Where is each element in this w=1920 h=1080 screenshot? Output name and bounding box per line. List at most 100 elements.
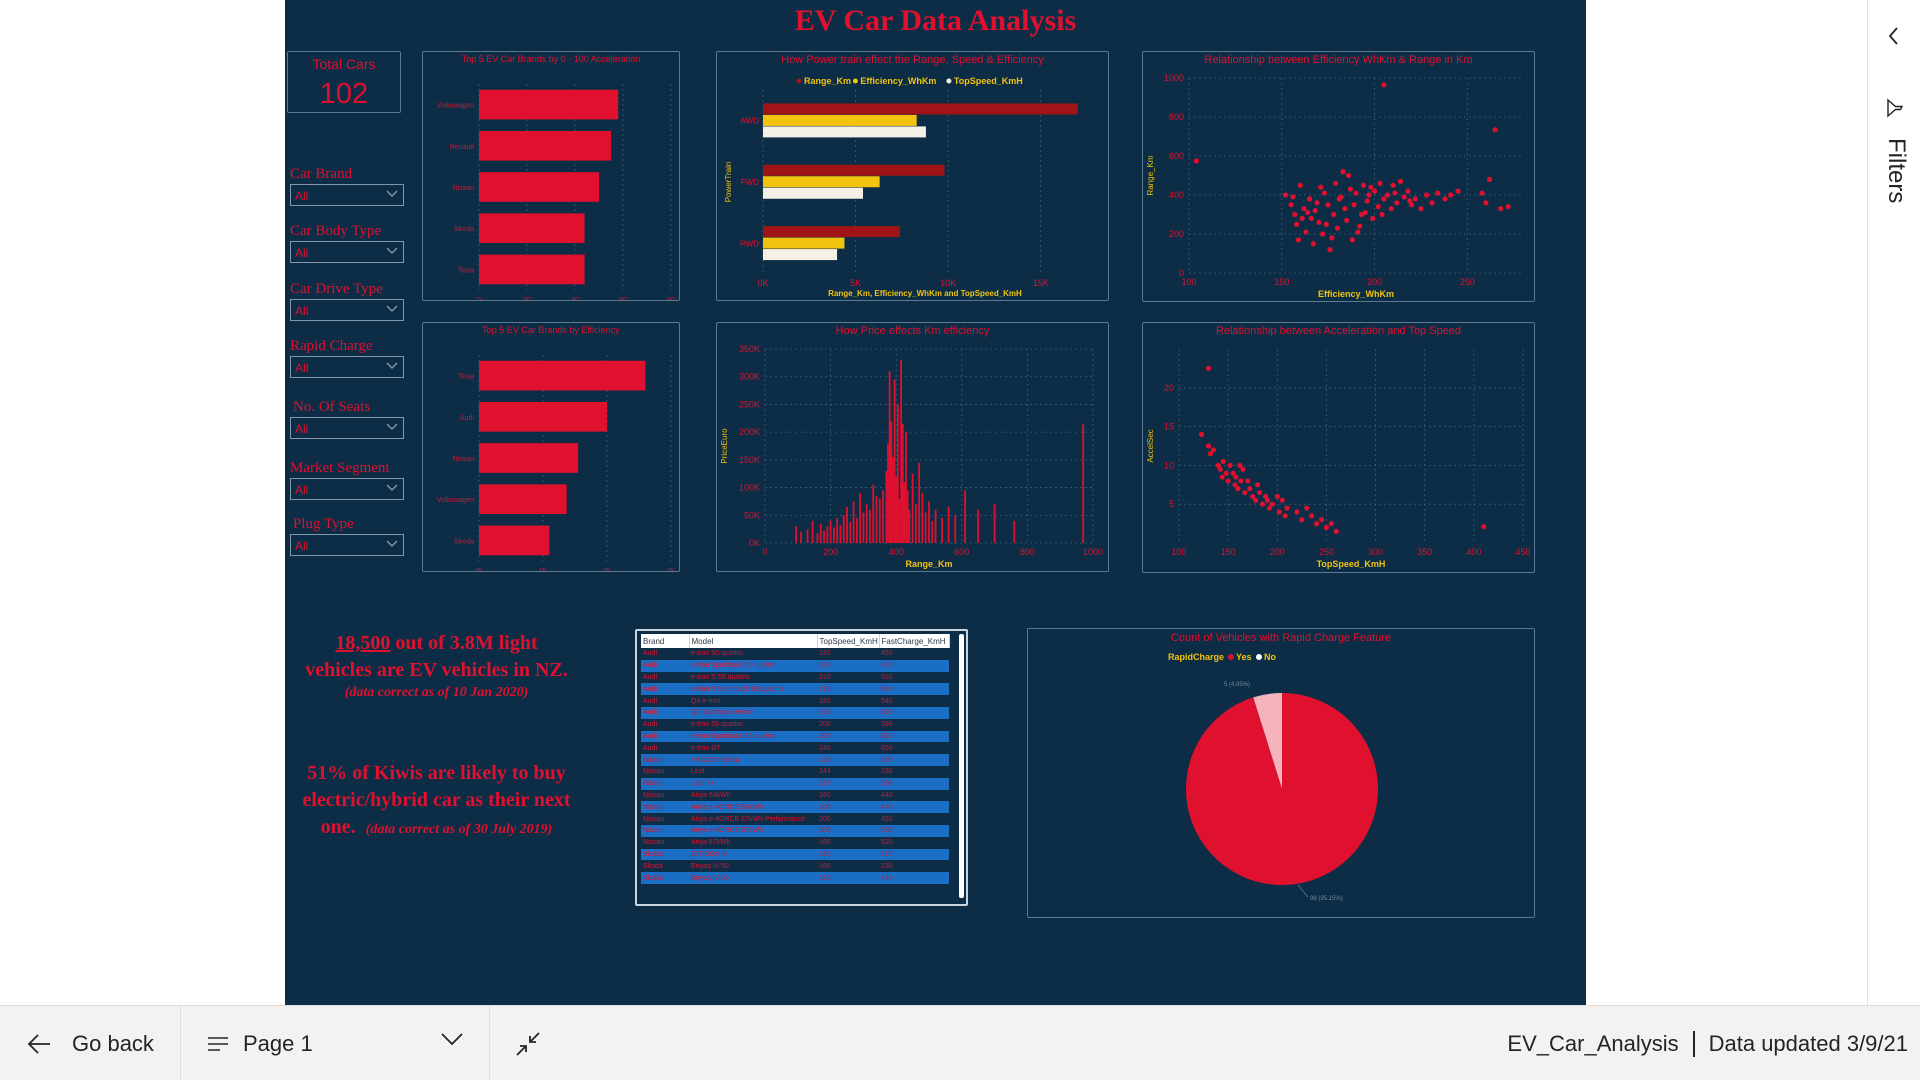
- table-scrollbar[interactable]: [959, 634, 964, 898]
- data-point: [1307, 196, 1313, 202]
- table-row[interactable]: Nissan Leaf 144 230: [641, 765, 949, 778]
- data-point: [1377, 180, 1383, 186]
- chevron-left-icon[interactable]: [1886, 26, 1902, 46]
- slicer-car-body-type[interactable]: Car Body Type All: [290, 223, 404, 263]
- table-row[interactable]: Skoda Enyaq iV 60 160 440: [641, 872, 949, 884]
- bar: [763, 226, 901, 238]
- table-row[interactable]: Nissan e-NV200 Evalia 123 190: [641, 754, 949, 766]
- data-point: [1305, 209, 1311, 216]
- bar: [479, 443, 579, 473]
- slicer-dropdown[interactable]: All: [290, 184, 404, 206]
- column-header[interactable]: TopSpeed_KmH: [817, 634, 880, 648]
- data-point: [1310, 241, 1316, 247]
- table-row[interactable]: Audi e-tron Sportback 55 quattro 200 610: [641, 730, 949, 743]
- text-one: one.: [320, 816, 356, 838]
- filters-pane[interactable]: Filters: [1867, 0, 1920, 1005]
- chart-powertrain: Range_Km Efficiency_WhKm TopSpeed_KmH 0K 5K 1…: [724, 76, 1078, 298]
- slicer-no-of-seats[interactable]: No. Of Seats All: [290, 399, 404, 439]
- column-header[interactable]: Model: [689, 634, 818, 648]
- table-cell: Ariya 63kWh: [689, 789, 817, 802]
- table-row[interactable]: Audi e-tron Sportback 50 quattro 190 470: [641, 659, 949, 672]
- highlight-number: 18,500: [335, 632, 391, 654]
- table-cell: Leaf: [689, 765, 817, 778]
- table-row[interactable]: Nissan Ariya e-4ORCE 87kWh Performance 200…: [641, 813, 949, 825]
- y-tick-label: 50K: [744, 510, 760, 520]
- slicer-rapid-charge[interactable]: Rapid Charge All: [290, 338, 404, 378]
- table-row[interactable]: Audi Q4 e-tron 180 540: [641, 695, 949, 707]
- chart-efficiency-panel[interactable]: Top 5 EV Car Brands by Efficiency 0K 1K 2K…: [422, 322, 680, 572]
- bar: [878, 498, 881, 543]
- table-row[interactable]: Nissan Ariya e-4ORCE 87kWh 200 500: [641, 824, 949, 837]
- column-header[interactable]: FastCharge_KmH: [879, 634, 950, 648]
- filters-label[interactable]: Filters: [1883, 138, 1910, 204]
- chart-price-panel[interactable]: How Price effects Km efficiency 0 200 400 6…: [716, 322, 1109, 572]
- table-row[interactable]: Audi e-tron 55 quattro 200 590: [641, 718, 949, 731]
- bar: [903, 482, 906, 543]
- table-row[interactable]: Audi e-tron S 55 quattro 210 510: [641, 671, 949, 684]
- chevron-down-icon: [386, 484, 398, 491]
- slicer-plug-type[interactable]: Plug Type All: [290, 516, 404, 556]
- table-cell: Audi: [641, 659, 689, 672]
- table-cell: Audi: [641, 671, 689, 684]
- data-label: 5 (4.85%): [1224, 682, 1250, 688]
- category-label: Skoda: [454, 538, 474, 545]
- table-cell: 240: [817, 742, 879, 755]
- table-row[interactable]: Audi e-tron GT 240 850: [641, 742, 949, 755]
- chart-accel-speed-panel[interactable]: Relationship between Acceleration and To…: [1142, 322, 1535, 573]
- chart-acceleration-panel[interactable]: Top 5 EV Car Brands by 0 - 100 Accelerat…: [422, 51, 680, 301]
- table-cell: 440: [879, 801, 949, 814]
- ev-table[interactable]: Brand Model TopSpeed_KmH FastCharge_KmH Aud…: [635, 629, 968, 906]
- column-header[interactable]: Brand: [641, 634, 690, 648]
- slicer-car-brand[interactable]: Car Brand All: [290, 166, 404, 206]
- bar: [836, 518, 839, 543]
- slicer-dropdown[interactable]: All: [290, 417, 404, 439]
- data-point: [1332, 180, 1339, 186]
- data-point: [1412, 196, 1418, 202]
- bar: [479, 401, 607, 432]
- bar: [806, 529, 809, 543]
- x-tick-label: 60: [619, 297, 627, 300]
- bar: [901, 423, 904, 543]
- table-row[interactable]: Skoda Enyaq iV 50 160 230: [641, 860, 949, 873]
- table-row[interactable]: Skoda CITIGOe iV 130 170: [641, 848, 949, 861]
- chart-powertrain-panel[interactable]: How Power train effect the Range, Speed …: [716, 51, 1109, 301]
- fit-to-page-button[interactable]: [490, 1006, 566, 1080]
- slicer-dropdown[interactable]: All: [290, 299, 404, 321]
- table-row[interactable]: Audi e-tron 50 quattro 190 450: [641, 648, 949, 660]
- bar: [763, 187, 863, 199]
- chart-rapid-charge: RapidCharge Yes No 5 (4.85%) 98 (95.15%): [1168, 652, 1378, 902]
- text-kiwi-stat: 51% of Kiwis are likely to buy electric/…: [285, 760, 588, 843]
- go-back-button[interactable]: Go back: [0, 1006, 181, 1080]
- table-cell: 200: [817, 730, 879, 743]
- page-selector[interactable]: Page 1: [181, 1006, 490, 1080]
- data-point: [1232, 482, 1238, 488]
- data-point: [1455, 188, 1461, 194]
- slicer-dropdown[interactable]: All: [290, 478, 404, 500]
- table-row[interactable]: Nissan Ariya e-4ORCE 63kWh 200 440: [641, 801, 949, 814]
- slicer-dropdown[interactable]: All: [290, 241, 404, 263]
- slicer-market-segment[interactable]: Market Segment All: [290, 460, 404, 500]
- data-point: [1364, 198, 1370, 204]
- table-row[interactable]: Audi e-tron S Sportback 55 quattro 210 540: [641, 683, 949, 696]
- legend-label: TopSpeed_KmH: [954, 76, 1023, 86]
- table-row[interactable]: Nissan Leaf e+ 157 390: [641, 777, 949, 790]
- table-cell: 170: [879, 848, 949, 861]
- table-cell: 540: [879, 683, 949, 696]
- slicer-dropdown[interactable]: All: [290, 356, 404, 378]
- data-point: [1264, 497, 1271, 503]
- table-row[interactable]: Audi Q4 Sportback e-tron 180 550: [641, 706, 949, 719]
- slicer-car-drive-type[interactable]: Car Drive Type All: [290, 281, 404, 321]
- table-row[interactable]: Nissan Ariya 63kWh 160 440: [641, 789, 949, 802]
- y-tick-label: 600: [1169, 151, 1184, 161]
- table-cell: Leaf e+: [689, 777, 817, 790]
- bar: [900, 360, 903, 543]
- slicer-dropdown[interactable]: All: [290, 534, 404, 556]
- x-tick-label: 350: [1417, 547, 1432, 557]
- bar: [964, 490, 966, 543]
- table-cell: Nissan: [641, 824, 689, 837]
- table-cell: 470: [879, 659, 949, 672]
- chart-rapid-charge-panel[interactable]: Count of Vehicles with Rapid Charge Feat…: [1027, 628, 1535, 918]
- slicer-value: All: [295, 189, 309, 203]
- table-row[interactable]: Nissan Ariya 87kWh 160 520: [641, 836, 949, 849]
- chart-eff-range-panel[interactable]: Relationship between Efficiency WhKm & R…: [1142, 51, 1535, 302]
